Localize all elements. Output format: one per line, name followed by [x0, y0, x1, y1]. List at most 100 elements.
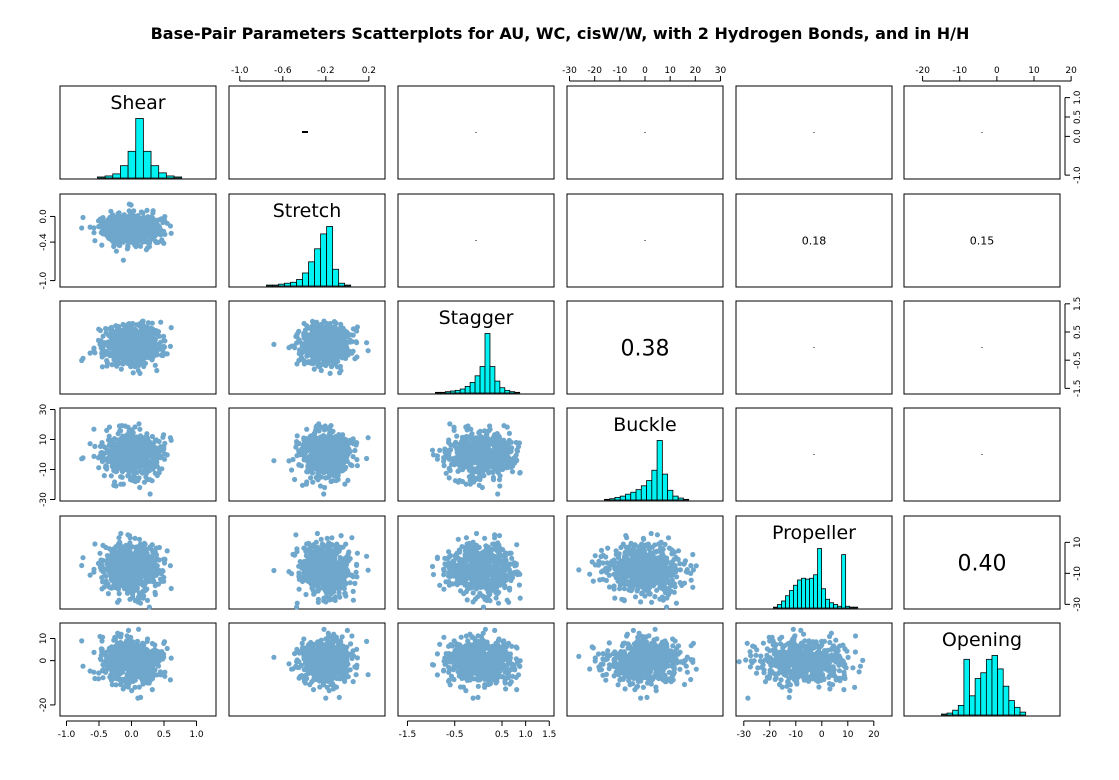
scatter-point: [467, 477, 473, 483]
scatter-point: [326, 346, 332, 352]
scatter-point: [92, 350, 98, 356]
scatter-point: [120, 257, 126, 263]
histogram-bar: [661, 473, 669, 501]
scatter-point: [116, 591, 122, 597]
histogram-bar: [150, 165, 160, 179]
scatter-point: [128, 202, 134, 208]
histogram-bar: [514, 391, 521, 394]
scatter-point: [446, 465, 452, 471]
scatter-point: [318, 367, 324, 374]
scatter-point: [144, 597, 151, 604]
diagonal-label-buckle: Buckle: [613, 414, 677, 436]
scatter-point: [122, 449, 128, 455]
histogram-bar: [296, 279, 303, 287]
histogram-bar: [278, 283, 285, 287]
panel-shear-propeller: [735, 85, 893, 180]
scatter-point: [118, 561, 124, 567]
histogram-bar: [266, 284, 273, 287]
scatter-point: [162, 214, 168, 220]
scatter-point: [105, 332, 111, 338]
panel-stretch-shear: [59, 193, 217, 288]
scatter-point: [294, 441, 300, 447]
scatter-point: [350, 588, 356, 595]
histogram-bar: [499, 387, 506, 394]
scatter-point: [143, 341, 149, 347]
scatter-point: [292, 345, 298, 351]
scatter-point: [313, 319, 320, 325]
scatter-point: [313, 427, 319, 433]
histogram-bar: [135, 118, 144, 179]
scatter-point: [116, 597, 122, 603]
scatter-point: [121, 443, 127, 449]
scatter-point: [80, 555, 86, 561]
scatter-point: [109, 441, 115, 447]
scatter-point: [354, 550, 360, 556]
histogram-bar: [677, 497, 684, 501]
panel-stretch-opening: 0.15: [903, 193, 1061, 288]
scatter-point: [316, 360, 322, 366]
scatter-point: [97, 224, 103, 230]
scatter-point: [324, 535, 330, 541]
scatter-point: [289, 467, 295, 473]
scatter-point: [152, 470, 158, 476]
scatter-point: [156, 333, 162, 339]
scatter-point: [130, 370, 136, 376]
scatter-point: [162, 451, 168, 457]
scatter-point: [486, 428, 492, 434]
panel-stretch-stretch: Stretch: [228, 193, 386, 288]
scatter-point: [345, 348, 351, 354]
scatter-point: [118, 428, 124, 434]
scatter-point: [127, 548, 133, 554]
diagonal-label-shear: Shear: [110, 92, 165, 114]
scatter-point: [336, 342, 342, 348]
scatter-point: [141, 443, 147, 449]
correlation-dot: [981, 132, 983, 133]
scatter-point: [479, 435, 485, 441]
scatter-point: [79, 562, 85, 569]
scatter-point: [340, 454, 346, 460]
scatter-point: [286, 458, 292, 464]
scatter-point: [344, 329, 350, 335]
scatter-point: [328, 478, 334, 485]
scatter-point: [87, 441, 93, 447]
histogram-bar: [464, 385, 471, 394]
scatter-point: [144, 245, 151, 251]
scatter-point: [106, 546, 112, 552]
scatter-point: [108, 208, 114, 214]
scatter-point: [330, 471, 336, 477]
scatter-point: [125, 242, 131, 248]
scatter-point: [334, 330, 340, 336]
scatter-point: [144, 207, 150, 213]
panel-frame: [735, 193, 893, 288]
panel-buckle-buckle: Buckle: [566, 407, 724, 502]
scatter-point: [80, 355, 86, 361]
scatter-point: [326, 466, 332, 472]
scatter-point: [271, 341, 277, 347]
scatter-point: [497, 483, 503, 489]
histogram-bar: [604, 498, 611, 501]
scatter-point: [161, 578, 167, 584]
scatter-point: [325, 474, 331, 480]
scatter-point: [482, 466, 489, 472]
correlation-value: 0.18: [802, 235, 827, 248]
panel-frame: [228, 193, 386, 288]
scatter-point: [120, 359, 126, 365]
scatter-point: [352, 356, 358, 362]
scatter-point: [146, 604, 152, 610]
scatter-point: [137, 484, 143, 491]
scatter-point: [364, 455, 370, 462]
scatter-point: [306, 359, 312, 365]
scatter-point: [145, 320, 151, 326]
scatter-point: [109, 231, 115, 237]
scatter-point: [349, 462, 355, 469]
histogram-bar: [489, 366, 496, 394]
scatter-point: [132, 336, 138, 342]
histogram-bar: [635, 489, 642, 501]
scatter-point: [302, 443, 308, 449]
scatter-point: [345, 477, 351, 483]
scatter-point: [136, 578, 142, 585]
histogram-bar: [97, 176, 106, 179]
scatter-point: [350, 441, 356, 447]
histogram-bar: [112, 173, 121, 179]
